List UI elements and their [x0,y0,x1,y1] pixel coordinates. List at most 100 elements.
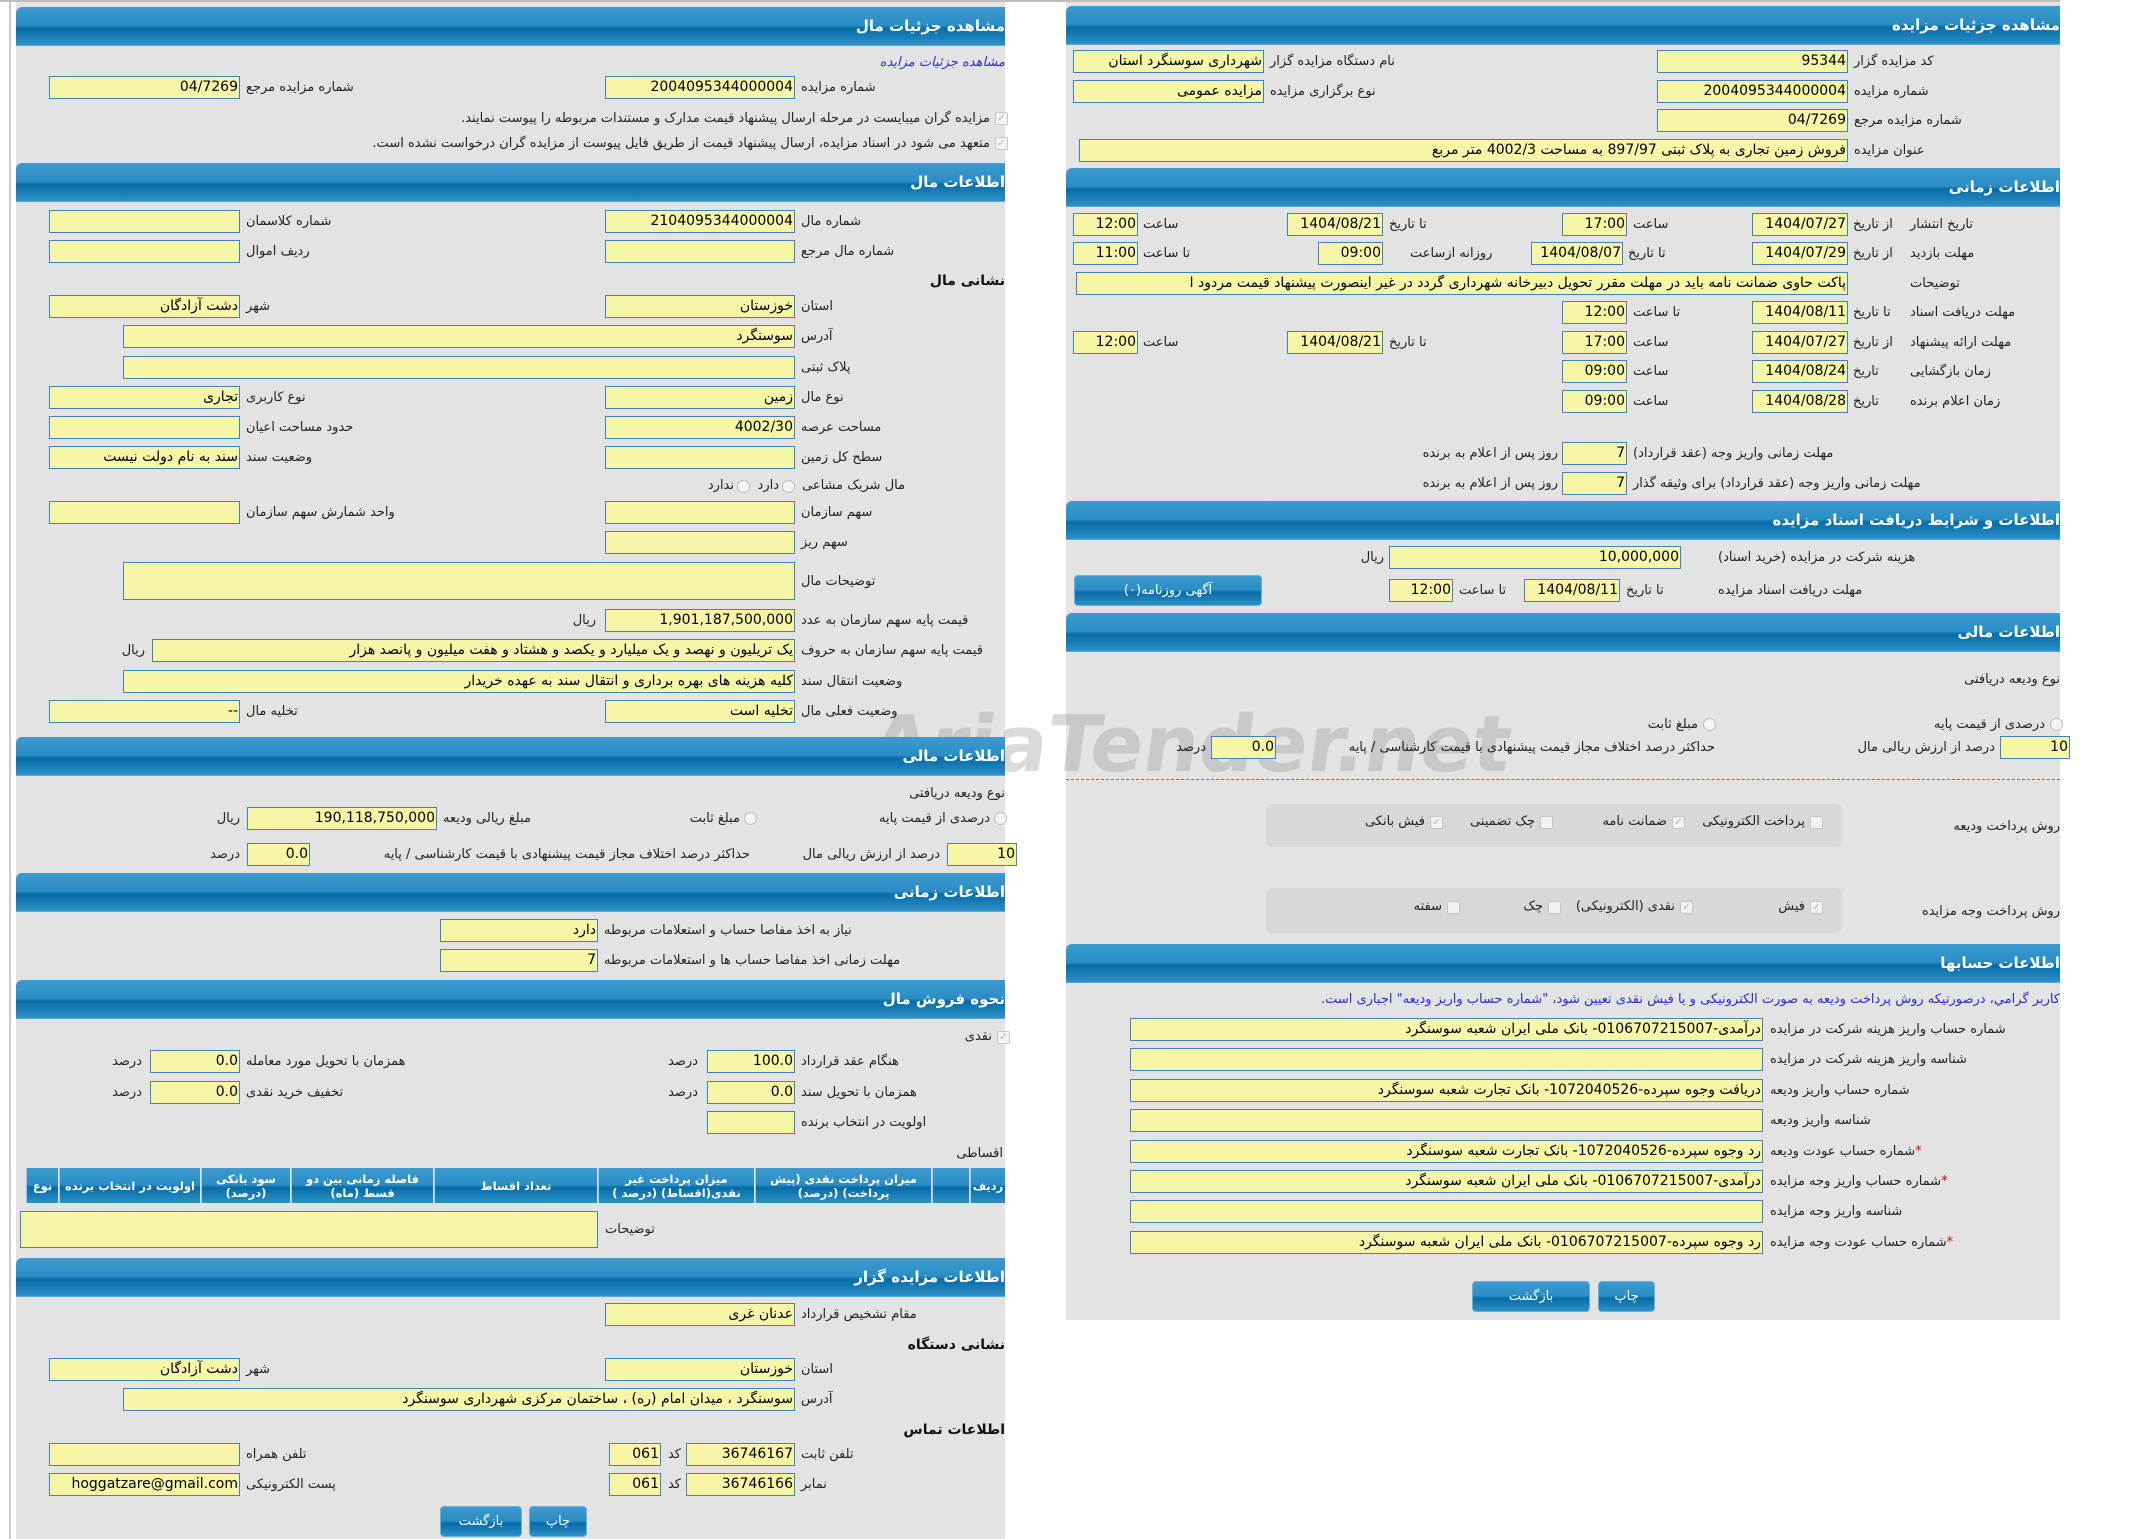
property-base-price-field[interactable]: 1,901,187,500,000 [605,609,795,632]
docs-fee-field[interactable]: 10,000,000 [1389,546,1681,569]
property-usage-field[interactable]: تجاری [49,386,240,409]
auctioneer-fax-field[interactable]: 36746166 [686,1473,795,1496]
property-evacuation-field[interactable]: -- [49,700,240,723]
timing-publish-to-time-field[interactable]: 12:00 [1073,213,1138,236]
timing-publish-from-date-field[interactable]: 1404/07/27 [1752,213,1848,236]
property-asset-row-field[interactable] [49,240,240,263]
property-building-area-field[interactable] [49,416,240,439]
timing-docs-deadline-to-date-field[interactable]: 1404/08/11 [1752,301,1848,324]
auctioneer-email-field[interactable]: hoggatzare@gmail.com [49,1473,240,1496]
property-number-field[interactable]: 2104095344000004 [605,210,795,233]
docs-deadline-to-date-field[interactable]: 1404/08/11 [1524,579,1620,602]
auctioneer-phone-field[interactable]: 36746167 [686,1443,795,1466]
property-current-status-field[interactable]: تخلیه است [605,700,795,723]
back-button[interactable]: بازگشت [1472,1281,1590,1312]
cash-checkbox[interactable]: ✓ [997,1031,1010,1044]
auctioneer-mobile-field[interactable] [49,1443,240,1466]
timing-visit-daily-from-field[interactable]: 09:00 [1318,242,1383,265]
payment-method-checkbox[interactable]: ✓ [1680,901,1693,914]
property-transfer-status-field[interactable]: کلیه هزینه های بهره برداری و انتقال سند … [123,670,795,693]
accounts-rows-4-field[interactable]: رد وجوه سپرده-1072040526- بانک تجارت شعب… [1130,1140,1763,1163]
financial-max-diff-field[interactable]: 0.0 [247,843,310,866]
timing-visit-to-time-field[interactable]: 11:00 [1073,242,1138,265]
auction-details-link[interactable]: مشاهده جزئیات مزایده [879,55,1005,70]
auction-no-field[interactable]: 2004095344000004 [605,76,795,99]
newspaper-ad-button[interactable]: آگهی روزنامه(۰) [1074,575,1262,606]
docs-deadline-to-time-field[interactable]: 12:00 [1389,579,1453,602]
percent-option-radio[interactable] [994,812,1007,825]
timing-payment-deadline-field[interactable]: 7 [1562,442,1627,465]
timing-offer-from-date-field[interactable]: 1404/07/27 [1752,331,1848,354]
accounts-rows-5-field[interactable]: درآمدی-0106707215007- بانک ملی ایران شعب… [1130,1170,1763,1193]
payment-method-checkbox[interactable] [1447,901,1460,914]
payment-method-checkbox[interactable] [1548,901,1561,914]
auction-type-field[interactable]: مزایده عمومی [1073,80,1264,103]
auctioneer-fax-code-field[interactable]: 061 [609,1473,661,1496]
timing-winner-time-field[interactable]: 09:00 [1562,390,1627,413]
shared-no-radio[interactable] [737,480,750,493]
shared-yes-radio[interactable] [782,480,795,493]
property-plaque-field[interactable] [123,356,795,379]
sale-on-deed-field[interactable]: 0.0 [707,1081,795,1104]
deposit-method-checkbox[interactable] [1810,816,1823,829]
sale-priority-field[interactable] [707,1111,795,1134]
property-land-level-field[interactable] [605,446,795,469]
timing-guarantor-deadline-field[interactable]: 7 [1562,472,1627,495]
auction-no-field[interactable]: 2004095344000004 [1657,80,1848,103]
timing-clearance-deadline-field[interactable]: 7 [440,949,598,972]
ref-no-field[interactable]: 04/7269 [49,76,240,99]
property-deed-status-field[interactable]: سند به نام دولت نیست [49,446,240,469]
property-base-price-words-field[interactable]: یک تریلیون و نهصد و یک میلیارد و یکصد و … [152,639,795,662]
property-area-field[interactable]: 4002/30 [605,416,795,439]
timing-notes-field[interactable]: پاکت حاوی ضمانت نامه باید در مهلت مقرر ت… [1076,272,1848,295]
property-city-field[interactable]: دشت آزادگان [49,295,240,318]
timing-visit-from-date-field[interactable]: 1404/07/29 [1752,242,1848,265]
sale-on-delivery-field[interactable]: 0.0 [150,1050,240,1073]
timing-opening-time-field[interactable]: 09:00 [1562,360,1627,383]
percent-option-radio[interactable] [2050,718,2063,731]
property-ref-number-field[interactable] [605,240,795,263]
accounts-rows-7-field[interactable]: رد وجوه سپرده-0106707215007- بانک ملی ای… [1130,1231,1763,1254]
sale-cash-discount-field[interactable]: 0.0 [150,1081,240,1104]
property-province-field[interactable]: خوزستان [605,295,795,318]
ref-no-field[interactable]: 04/7269 [1657,109,1848,132]
timing-publish-to-date-field[interactable]: 1404/08/21 [1287,213,1383,236]
accounts-rows-1-field[interactable] [1130,1048,1763,1071]
back-button[interactable]: بازگشت [440,1506,522,1537]
notice-checkbox-1[interactable]: ✓ [995,112,1008,125]
timing-docs-deadline-to-time-field[interactable]: 12:00 [1562,301,1627,324]
financial-percent-field[interactable]: 10 [947,843,1017,866]
auctioneer-code-field[interactable]: 95344 [1657,50,1848,73]
auctioneer-authority-field[interactable]: عدنان غری [605,1303,795,1326]
timing-winner-date-field[interactable]: 1404/08/28 [1752,390,1848,413]
accounts-rows-6-field[interactable] [1130,1200,1763,1223]
timing-clearance-field[interactable]: دارد [440,919,598,942]
timing-opening-date-field[interactable]: 1404/08/24 [1752,360,1848,383]
accounts-rows-2-field[interactable]: دریافت وجوه سپرده-1072040526- بانک تجارت… [1130,1079,1763,1102]
sale-description-field[interactable] [20,1211,598,1248]
property-description-field[interactable] [123,562,795,600]
property-share-detail-field[interactable] [605,531,795,554]
print-button[interactable]: چاپ [1598,1281,1655,1312]
property-org-share-field[interactable] [605,501,795,524]
auctioneer-name-field[interactable]: شهرداری سوسنگرد استان [1073,50,1264,73]
print-button[interactable]: چاپ [529,1506,587,1537]
auctioneer-address-field[interactable]: سوسنگرد ، میدان امام (ره) ، ساختمان مرکز… [123,1388,795,1411]
property-class-no-field[interactable] [49,210,240,233]
accounts-rows-0-field[interactable]: درآمدی-0106707215007- بانک ملی ایران شعب… [1130,1018,1763,1041]
property-address-field[interactable]: سوسنگرد [123,325,795,348]
financial-deposit-amount-field[interactable]: 190,118,750,000 [247,807,437,830]
timing-offer-to-date-field[interactable]: 1404/08/21 [1287,331,1383,354]
deposit-method-checkbox[interactable] [1540,816,1553,829]
property-type-field[interactable]: زمین [605,386,795,409]
auction-title-field[interactable]: فروش زمین تجاری به پلاک ثبتی 897/97 به م… [1079,139,1848,162]
timing-offer-from-time-field[interactable]: 17:00 [1562,331,1627,354]
deposit-method-checkbox[interactable]: ✓ [1672,816,1685,829]
payment-method-checkbox[interactable]: ✓ [1810,901,1823,914]
fixed-option-radio[interactable] [1703,718,1716,731]
financial-percent-field[interactable]: 10 [2000,736,2070,759]
timing-publish-from-time-field[interactable]: 17:00 [1562,213,1627,236]
property-share-unit-field[interactable] [49,501,240,524]
auctioneer-province-field[interactable]: خوزستان [605,1358,795,1381]
timing-visit-to-date-field[interactable]: 1404/08/07 [1531,242,1623,265]
